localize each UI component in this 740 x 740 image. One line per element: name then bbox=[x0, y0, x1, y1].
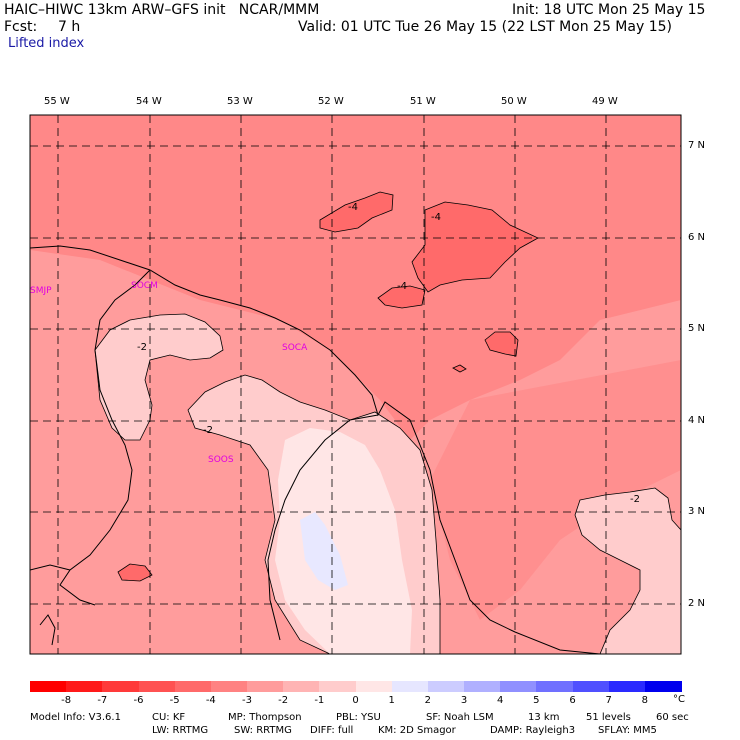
station-label: SOOS bbox=[208, 455, 234, 465]
field-band-minus4-east bbox=[430, 360, 681, 620]
init-time: Init: 18 UTC Mon 25 May 15 bbox=[512, 2, 706, 18]
legend-label: -4 bbox=[205, 695, 216, 706]
resolution-info: 13 km bbox=[528, 712, 560, 723]
field-positive bbox=[300, 512, 348, 590]
damp-info: DAMP: Rayleigh3 bbox=[490, 725, 576, 736]
sflay-info: SFLAY: MM5 bbox=[598, 725, 657, 736]
legend-label: -6 bbox=[133, 695, 144, 706]
legend-swatch bbox=[102, 681, 140, 692]
lon-label: 52 W bbox=[318, 96, 344, 107]
contour-label: -4 bbox=[348, 202, 358, 213]
sw-info: SW: RRTMG bbox=[234, 725, 292, 736]
forecast-hour: 7 h bbox=[58, 19, 81, 35]
legend-swatch bbox=[138, 681, 176, 692]
legend-swatch bbox=[66, 681, 104, 692]
legend-label: 4 bbox=[496, 695, 504, 706]
lat-lon-grid bbox=[30, 115, 681, 654]
lat-label: 4 N bbox=[688, 415, 706, 426]
station-label: SOCA bbox=[282, 343, 308, 353]
political-boundaries bbox=[30, 245, 601, 654]
legend-label: 2 bbox=[424, 695, 432, 706]
legend-swatch bbox=[355, 681, 393, 692]
contour-label: -4 bbox=[397, 281, 407, 292]
lon-label: 53 W bbox=[227, 96, 253, 107]
lat-label: 3 N bbox=[688, 506, 706, 517]
chart-title: HAIC–HIWC 13km ARW–GFS init NCAR/MMM bbox=[4, 2, 320, 18]
legend-label: 6 bbox=[569, 695, 576, 706]
contour-label: -2 bbox=[137, 342, 147, 353]
lw-info: LW: RRTMG bbox=[152, 725, 209, 736]
contour-low bbox=[377, 285, 426, 309]
legend-label: 0 bbox=[352, 695, 359, 706]
mp-info: MP: Thompson bbox=[228, 712, 302, 723]
timestep-info: 60 sec bbox=[656, 712, 689, 723]
lon-label: 55 W bbox=[44, 96, 70, 107]
contour-low bbox=[319, 191, 394, 233]
legend-swatch bbox=[391, 681, 429, 692]
legend-swatch bbox=[572, 681, 610, 692]
legend-label: -7 bbox=[97, 695, 108, 706]
legend-label: -3 bbox=[242, 695, 252, 706]
station-label: SOCM bbox=[131, 281, 158, 291]
legend-swatch bbox=[247, 681, 284, 692]
legend-swatch bbox=[536, 681, 574, 692]
legend-label: 7 bbox=[605, 695, 612, 706]
map-frame bbox=[29, 114, 682, 655]
lat-label: 2 N bbox=[688, 598, 706, 609]
contour-label: -2 bbox=[630, 494, 640, 505]
levels-info: 51 levels bbox=[586, 712, 631, 723]
contour-low bbox=[452, 364, 467, 373]
legend-swatch bbox=[608, 681, 646, 692]
legend-label: 5 bbox=[533, 695, 540, 706]
field-band-minus4 bbox=[30, 115, 681, 440]
legend-label: -1 bbox=[314, 695, 325, 706]
contour-low bbox=[117, 563, 153, 582]
lon-label: 50 W bbox=[501, 96, 527, 107]
legend-swatch bbox=[30, 681, 67, 692]
lat-label: 6 N bbox=[688, 232, 706, 243]
field-name: Lifted index bbox=[8, 36, 85, 51]
lat-label: 5 N bbox=[688, 323, 706, 334]
legend-swatch bbox=[427, 681, 465, 692]
model-info: Model Info: V3.6.1 bbox=[30, 712, 121, 723]
valid-time: Valid: 01 UTC Tue 26 May 15 (22 LST Mon … bbox=[298, 19, 672, 35]
lat-label: 7 N bbox=[688, 140, 706, 151]
km-info: KM: 2D Smagor bbox=[378, 725, 456, 736]
station-label: SMJP bbox=[30, 286, 52, 296]
legend-swatch bbox=[319, 681, 357, 692]
legend-label: 1 bbox=[388, 695, 395, 706]
contour-label: -4 bbox=[431, 212, 441, 223]
legend-label: -5 bbox=[169, 695, 180, 706]
legend-unit: °C bbox=[673, 694, 685, 705]
pbl-info: PBL: YSU bbox=[336, 712, 381, 723]
legend-label: 3 bbox=[460, 695, 468, 706]
legend-swatch bbox=[500, 681, 538, 692]
cu-info: CU: KF bbox=[152, 712, 186, 723]
legend-swatch bbox=[644, 681, 682, 692]
contour-minus2 bbox=[574, 487, 681, 654]
contour-label: -2 bbox=[203, 425, 213, 436]
field-minus1 bbox=[275, 428, 412, 654]
contour-low bbox=[411, 201, 539, 293]
legend-swatch bbox=[283, 681, 321, 692]
legend-swatch bbox=[174, 681, 212, 692]
legend-label: 8 bbox=[641, 695, 649, 706]
legend-swatch bbox=[210, 681, 248, 692]
lon-label: 51 W bbox=[410, 96, 436, 107]
contour-minus2 bbox=[94, 313, 224, 441]
legend-label: -8 bbox=[61, 695, 72, 706]
legend-swatch bbox=[464, 681, 501, 692]
lon-label: 49 W bbox=[592, 96, 618, 107]
sf-info: SF: Noah LSM bbox=[426, 712, 494, 723]
forecast-label: Fcst: bbox=[4, 19, 38, 35]
diff-info: DIFF: full bbox=[310, 725, 354, 736]
lon-label: 54 W bbox=[136, 96, 162, 107]
contour-low bbox=[484, 331, 519, 357]
legend-label: -2 bbox=[278, 695, 289, 706]
